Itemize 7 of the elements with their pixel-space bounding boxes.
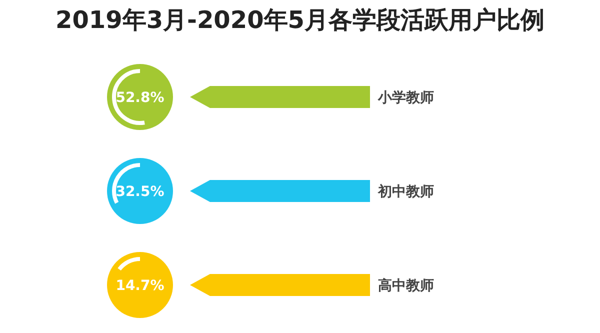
category-label: 初中教师	[377, 183, 434, 200]
data-label: 32.5%	[116, 184, 164, 200]
category-label: 小学教师	[377, 90, 434, 106]
category-label: 高中教师	[378, 277, 434, 294]
data-label: 14.7%	[116, 278, 164, 294]
data-label: 52.8%	[116, 90, 164, 106]
text: 2019年3月-2020年5月各学段活跃用户比例	[56, 6, 544, 34]
